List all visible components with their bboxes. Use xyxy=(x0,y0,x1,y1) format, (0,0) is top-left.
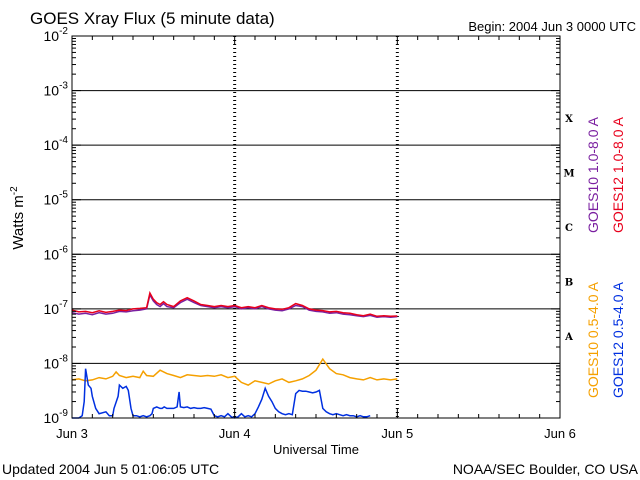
y-tick-label: 10-3 xyxy=(44,81,69,99)
series-line xyxy=(71,292,398,319)
y-tick-label: 10-8 xyxy=(44,353,69,371)
flare-class-label: M xyxy=(563,168,574,179)
series-line xyxy=(72,368,371,419)
plot-frame xyxy=(71,35,561,419)
x-tick-label: Jun 4 xyxy=(219,426,251,441)
legend-entry: GOES12 0.5-4.0 A xyxy=(610,281,626,398)
updated-timestamp: Updated 2004 Jun 5 01:06:05 UTC xyxy=(2,461,219,477)
series-legend: GOES10 1.0-8.0 A GOES12 1.0-8.0 A GOES10 0… xyxy=(585,116,626,398)
series-lines xyxy=(71,290,398,419)
day-marker-lines xyxy=(233,36,399,418)
series-line xyxy=(71,290,398,318)
legend-entry: GOES12 1.0-8.0 A xyxy=(610,116,626,233)
flare-class-label: X xyxy=(565,114,573,125)
flare-class-label: B xyxy=(565,278,573,289)
x-axis-label: Universal Time xyxy=(273,442,359,457)
y-tick-label: 10-5 xyxy=(44,190,69,208)
series-line xyxy=(71,357,398,386)
y-tick-label: 10-6 xyxy=(44,244,69,262)
x-tick-label: Jun 5 xyxy=(381,426,413,441)
flare-class-label: C xyxy=(565,223,573,234)
y-axis-label: Watts m-2 xyxy=(9,186,27,250)
legend-entry: GOES10 0.5-4.0 A xyxy=(585,281,601,398)
chart-title: GOES Xray Flux (5 minute data) xyxy=(30,9,275,28)
y-tick-label: 10-7 xyxy=(44,299,69,317)
flare-class-label: A xyxy=(564,332,573,343)
begin-label: Begin: 2004 Jun 3 0000 UTC xyxy=(468,19,636,34)
grid-lines xyxy=(72,90,560,364)
x-axis-ticks: Jun 3 Jun 4 Jun 5 Jun 6 xyxy=(56,36,576,441)
y-tick-label: 10-4 xyxy=(44,135,69,153)
legend-entry: GOES10 1.0-8.0 A xyxy=(585,116,601,233)
x-tick-label: Jun 3 xyxy=(56,426,88,441)
y-axis-ticks: 10-9 10-8 10-7 10-6 10-5 10-4 10-3 10-2 xyxy=(44,26,560,426)
x-tick-label: Jun 6 xyxy=(544,426,576,441)
credit-label: NOAA/SEC Boulder, CO USA xyxy=(453,461,639,477)
y-tick-label: 10-9 xyxy=(44,408,69,426)
y-tick-label: 10-2 xyxy=(44,26,69,44)
flare-class-labels: X M C B A xyxy=(563,114,574,343)
